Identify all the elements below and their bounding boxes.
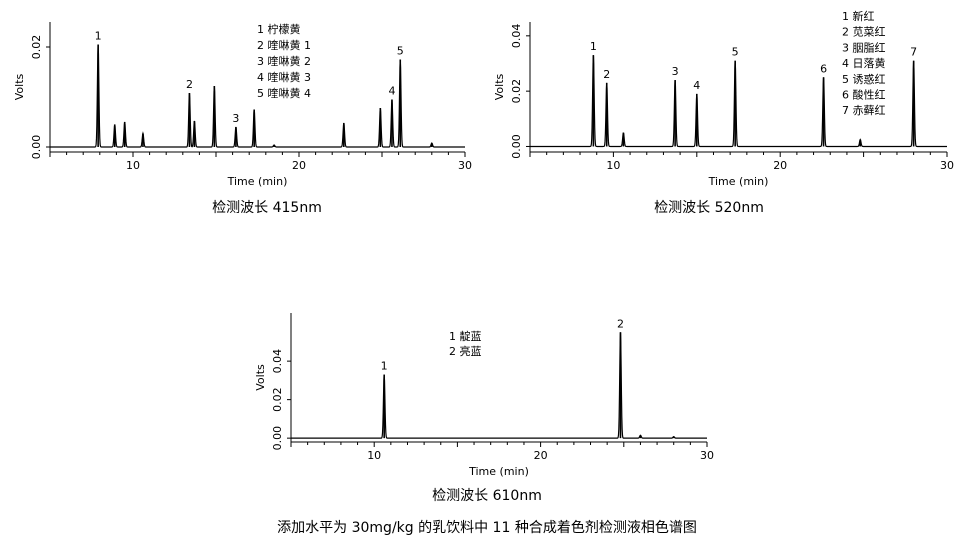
legend-entry: 6 酸性红	[842, 88, 886, 102]
y-tick-label: 0.00	[510, 134, 523, 159]
panel-caption: 检测波长 415nm	[212, 200, 322, 216]
panel-caption: 检测波长 610nm	[432, 488, 542, 504]
y-axis-label: Volts	[254, 364, 267, 391]
peak-label: 6	[820, 62, 827, 75]
chromatogram-panel-1: 10 20 30 0.00 0.02 Time (min) Volts 1 2 3 4 5 1 柠檬黄 2…	[13, 22, 472, 216]
x-tick-label: 30	[700, 449, 714, 462]
peak-label: 4	[388, 85, 395, 98]
legend-entry: 2 喹啉黄 1	[257, 38, 311, 52]
legend-entry: 2 亮蓝	[449, 344, 482, 358]
peak-label: 5	[397, 45, 404, 58]
peak-label: 5	[732, 46, 739, 59]
peak-label: 2	[603, 68, 610, 81]
legend-entry: 1 靛蓝	[449, 329, 482, 343]
y-axis-label: Volts	[493, 73, 506, 100]
legend-entry: 3 胭脂红	[842, 40, 886, 54]
y-axis-label: Volts	[13, 73, 26, 100]
legend-entry: 1 柠檬黄	[257, 22, 301, 36]
peak-label: 3	[672, 65, 679, 78]
peak-label: 2	[186, 78, 193, 91]
figure-caption: 添加水平为 30mg/kg 的乳饮料中 11 种合成着色剂检测液相色谱图	[277, 519, 697, 536]
x-tick-label: 20	[773, 159, 787, 172]
signal-trace	[530, 55, 947, 148]
y-tick-label: 0.02	[510, 79, 523, 104]
legend-entry: 4 喹啉黄 3	[257, 70, 311, 84]
legend-entry: 5 喹啉黄 4	[257, 86, 311, 100]
legend-entry: 4 日落黄	[842, 56, 886, 70]
signal-trace	[291, 332, 707, 439]
legend-entry: 2 苋菜红	[842, 26, 886, 39]
peak-label: 3	[232, 112, 239, 125]
x-tick-label: 20	[534, 449, 548, 462]
panel-caption: 检测波长 520nm	[654, 200, 764, 216]
x-axis-label: Time (min)	[708, 175, 769, 188]
chromatogram-panel-3: 10 20 30 0.00 0.02 0.04 Time (min) Volts 1 2 1 靛蓝2…	[254, 313, 714, 504]
legend-entry: 3 喹啉黄 2	[257, 54, 311, 68]
peak-label: 4	[693, 79, 700, 92]
peak-label: 2	[617, 317, 624, 330]
x-tick-label: 10	[606, 159, 620, 172]
x-tick-label: 30	[940, 159, 954, 172]
legend-entry: 1 新红	[842, 9, 875, 23]
x-axis-label: Time (min)	[227, 175, 288, 188]
peak-label: 7	[910, 46, 917, 59]
peak-label: 1	[590, 40, 597, 53]
chromatogram-panel-2: 10 20 30 0.00 0.02 0.04 Time (min) Volts 1 2 3 4 5 6 7…	[493, 9, 954, 216]
legend-entry: 5 诱惑红	[842, 72, 886, 86]
signal-trace	[50, 44, 465, 148]
x-tick-label: 20	[292, 159, 306, 172]
y-tick-label: 0.02	[30, 35, 43, 60]
legend-entry: 7 赤藓红	[842, 104, 886, 117]
x-tick-label: 10	[367, 449, 381, 462]
peak-label: 1	[381, 360, 388, 373]
y-tick-label: 0.00	[30, 135, 43, 160]
y-tick-label: 0.04	[510, 24, 523, 49]
x-tick-label: 10	[126, 159, 140, 172]
x-tick-label: 30	[458, 159, 472, 172]
y-tick-label: 0.04	[271, 349, 284, 374]
peak-label: 1	[95, 30, 102, 43]
x-axis-label: Time (min)	[468, 465, 529, 478]
y-tick-label: 0.02	[271, 387, 284, 412]
y-tick-label: 0.00	[271, 426, 284, 451]
